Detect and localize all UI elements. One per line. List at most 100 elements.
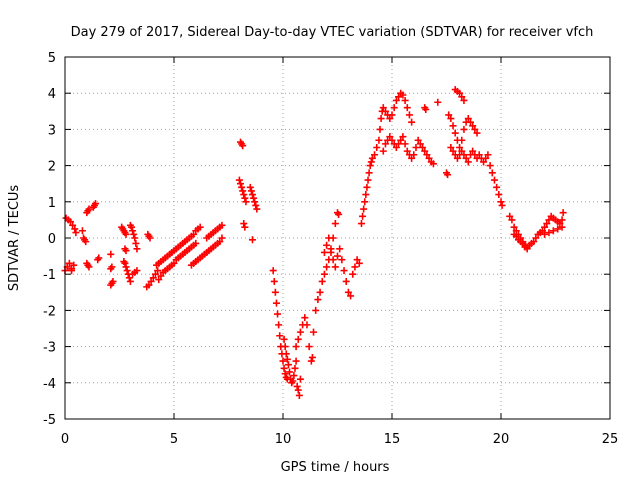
- data-point: [344, 288, 352, 296]
- data-point: [280, 335, 288, 343]
- data-point: [122, 230, 130, 238]
- data-point: [85, 205, 93, 213]
- data-point: [365, 169, 373, 177]
- data-point: [131, 234, 139, 242]
- data-point: [399, 91, 407, 99]
- y-axis-label: SDTVAR / TECUs: [7, 185, 22, 292]
- data-point: [510, 223, 518, 231]
- data-point: [290, 372, 298, 380]
- data-point: [408, 118, 416, 126]
- data-point: [545, 216, 553, 224]
- data-point: [460, 96, 468, 104]
- data-point: [401, 140, 409, 148]
- data-point: [403, 104, 411, 112]
- data-point: [190, 230, 198, 238]
- data-point: [252, 201, 260, 209]
- data-point: [239, 187, 247, 195]
- data-point: [381, 140, 389, 148]
- data-point: [294, 335, 302, 343]
- data-point: [473, 129, 481, 137]
- data-point: [493, 183, 501, 191]
- data-point: [490, 176, 498, 184]
- data-point: [419, 144, 427, 151]
- data-point: [458, 147, 466, 155]
- data-point: [149, 274, 157, 282]
- data-point: [71, 225, 79, 233]
- data-point: [453, 154, 461, 162]
- data-point: [460, 151, 468, 159]
- data-point: [363, 183, 371, 191]
- data-point: [279, 357, 287, 365]
- data-point: [70, 261, 78, 269]
- data-point: [366, 162, 374, 170]
- y-tick-label: -4: [43, 377, 56, 392]
- data-point: [338, 256, 346, 264]
- data-point: [414, 136, 422, 144]
- data-point: [318, 277, 326, 285]
- data-point: [130, 230, 138, 238]
- data-point: [508, 216, 516, 224]
- data-point: [269, 267, 277, 275]
- data-point: [488, 169, 496, 177]
- data-point: [242, 198, 250, 206]
- data-point: [530, 238, 538, 246]
- data-point: [390, 104, 398, 112]
- data-point: [422, 105, 430, 113]
- y-tick-label: 0: [48, 232, 56, 247]
- y-tick-label: -1: [43, 268, 56, 283]
- data-point: [235, 176, 243, 184]
- data-point: [401, 96, 409, 104]
- data-point: [412, 144, 420, 151]
- data-point: [305, 343, 313, 351]
- data-point: [541, 230, 549, 238]
- data-point: [240, 220, 248, 228]
- data-point: [449, 147, 457, 155]
- data-point: [416, 140, 424, 148]
- x-tick-label: 0: [61, 432, 69, 447]
- data-point: [72, 229, 80, 237]
- data-point: [284, 361, 292, 369]
- data-point: [281, 370, 289, 378]
- data-point: [340, 267, 348, 275]
- y-tick-label: -3: [43, 341, 56, 356]
- data-point: [375, 136, 383, 144]
- data-point: [286, 368, 294, 376]
- data-point: [429, 160, 437, 168]
- data-point: [308, 353, 316, 361]
- data-point: [445, 111, 453, 119]
- x-tick-label: 5: [170, 432, 178, 447]
- data-point: [236, 180, 244, 188]
- data-point: [145, 281, 153, 289]
- data-point: [373, 144, 381, 151]
- data-point: [451, 129, 459, 137]
- data-point: [192, 239, 200, 247]
- data-point: [464, 158, 472, 166]
- data-point: [379, 104, 387, 112]
- data-point: [532, 234, 540, 242]
- data-point: [293, 382, 301, 390]
- data-point: [464, 115, 472, 123]
- y-tick-label: -2: [43, 304, 56, 319]
- data-point: [272, 299, 280, 307]
- data-point: [68, 267, 76, 275]
- data-point: [371, 151, 379, 159]
- plot-frame: [64, 56, 611, 420]
- data-point: [410, 151, 418, 159]
- data-point: [469, 147, 477, 155]
- data-point: [283, 355, 291, 363]
- y-tick-label: 5: [48, 51, 56, 66]
- data-point: [497, 198, 505, 206]
- data-point: [377, 115, 385, 123]
- data-point: [331, 220, 339, 228]
- data-point: [132, 239, 140, 247]
- data-point: [466, 118, 474, 126]
- data-point: [335, 210, 343, 218]
- data-point: [133, 245, 141, 253]
- data-point: [121, 259, 129, 267]
- data-point: [381, 107, 389, 115]
- data-point: [336, 245, 344, 253]
- data-point: [376, 125, 384, 133]
- data-point: [69, 221, 77, 229]
